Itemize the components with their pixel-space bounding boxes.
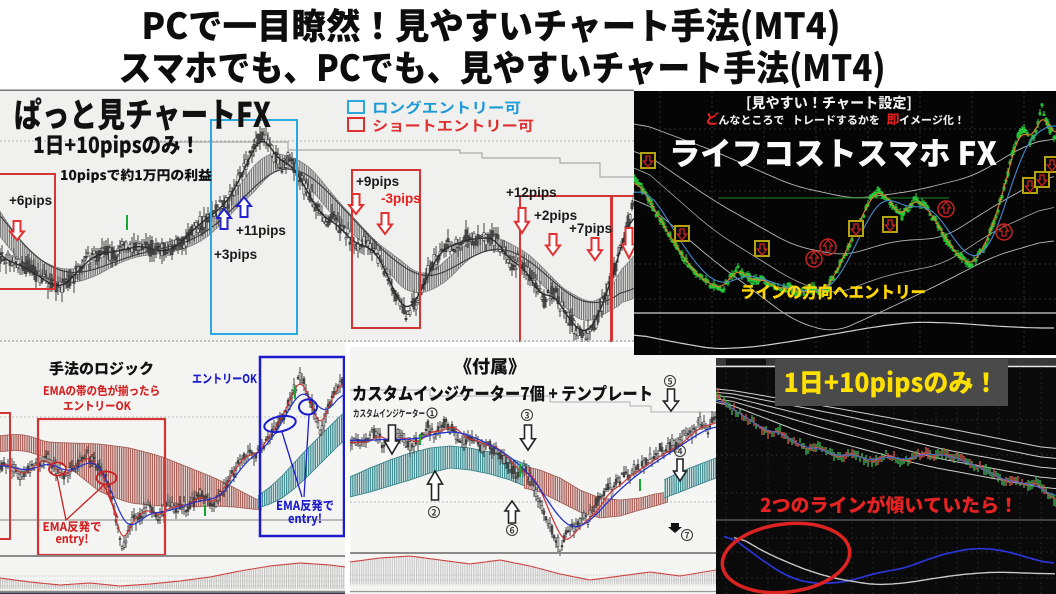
svg-text:+12pips: +12pips	[506, 185, 557, 200]
svg-text:+2pips: +2pips	[534, 208, 577, 223]
svg-text:+7pips: +7pips	[569, 221, 612, 236]
svg-text:+11pips: +11pips	[236, 223, 286, 238]
svg-text:+6pips: +6pips	[9, 193, 52, 208]
svg-text:+3pips: +3pips	[214, 247, 257, 262]
svg-text:-3pips: -3pips	[381, 191, 421, 206]
svg-text:+9pips: +9pips	[356, 174, 399, 189]
